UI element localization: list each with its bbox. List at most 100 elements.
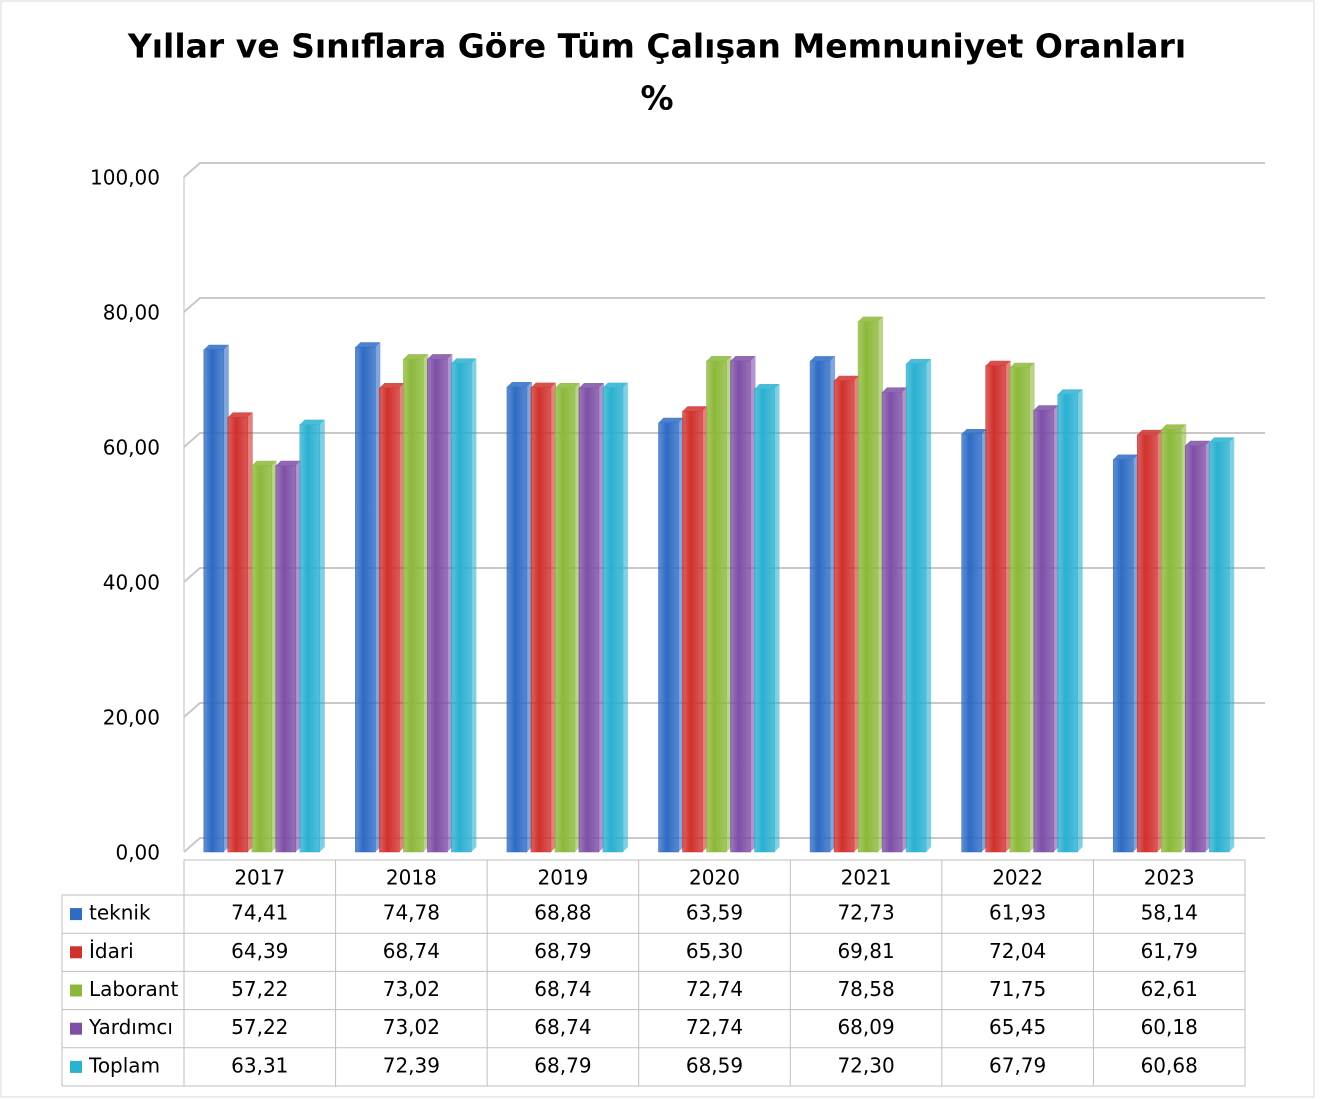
x-tick-label: 2019 [537, 866, 588, 890]
bar-top [658, 417, 684, 423]
table-value: 57,22 [231, 977, 288, 1001]
bar-top [858, 316, 884, 322]
table-value: 72,73 [837, 901, 894, 925]
bar-side [319, 419, 325, 852]
table-value: 74,41 [231, 901, 288, 925]
table-value: 60,68 [1141, 1053, 1198, 1077]
bar [299, 424, 321, 853]
bar [1057, 394, 1078, 853]
legend-label: Laborant [89, 977, 178, 1001]
table-value: 68,88 [534, 901, 591, 925]
bar-top [427, 354, 453, 360]
bar-top [275, 460, 301, 466]
table-value: 61,93 [989, 901, 1046, 925]
bar-top [1057, 389, 1083, 395]
bar-side [926, 358, 932, 852]
y-tick-label: 0,00 [115, 841, 160, 865]
bar [961, 433, 982, 853]
bar [1184, 445, 1206, 853]
bar-top [602, 382, 628, 388]
table-value: 72,04 [989, 939, 1046, 963]
legend-label: teknik [89, 901, 151, 925]
legend-label: Yardımcı [88, 1015, 173, 1039]
table-value: 57,22 [231, 1015, 288, 1039]
bar [403, 358, 424, 853]
bar-top [985, 360, 1011, 366]
bar [985, 365, 1006, 853]
table-value: 65,45 [989, 1015, 1046, 1039]
x-tick-label: 2018 [386, 866, 437, 890]
legend-swatch [70, 1022, 82, 1035]
bar-top [403, 354, 429, 360]
bar-top [1185, 440, 1211, 446]
bar-top [554, 383, 580, 389]
bar [203, 349, 225, 853]
bar [706, 360, 727, 853]
bar-top [834, 375, 860, 381]
bar [1009, 367, 1030, 853]
bar [857, 321, 879, 853]
chart-title: Yıllar ve Sınıflara Göre Tüm Çalışan Mem… [127, 27, 1186, 66]
table-value: 73,02 [383, 977, 440, 1001]
y-tick-label: 60,00 [103, 436, 160, 460]
table-value: 64,39 [231, 939, 288, 963]
bar [809, 360, 831, 853]
bar [578, 387, 600, 853]
x-tick-label: 2023 [1144, 866, 1195, 890]
table-value: 72,74 [686, 1015, 743, 1039]
bar [881, 392, 903, 853]
table-value: 61,79 [1141, 939, 1198, 963]
table-value: 72,39 [383, 1053, 440, 1077]
bar-top [1009, 362, 1035, 368]
chart-subtitle: % [640, 79, 673, 118]
table-value: 65,30 [686, 939, 743, 963]
bar-top [1033, 405, 1059, 411]
bar [506, 386, 528, 853]
legend-label: Toplam [88, 1053, 160, 1077]
bar [730, 360, 751, 853]
bar [602, 387, 624, 853]
bar [682, 410, 703, 853]
bar-top [1161, 424, 1187, 430]
bar-side [1077, 389, 1083, 852]
bar [1136, 434, 1158, 853]
bar-top [882, 387, 908, 393]
table-value: 62,61 [1141, 977, 1198, 1001]
bar-top [730, 356, 756, 362]
table-value: 58,14 [1141, 901, 1198, 925]
table-border [61, 894, 1246, 1087]
bar [1033, 409, 1054, 853]
bar-top [906, 358, 932, 364]
bar [1208, 442, 1230, 853]
legend-swatch [70, 1060, 82, 1073]
bar-side [622, 382, 628, 852]
bar-side [471, 358, 477, 852]
table-value: 63,31 [231, 1053, 288, 1077]
table-value: 68,79 [534, 939, 591, 963]
y-tick-label: 100,00 [90, 166, 160, 190]
table-value: 68,09 [837, 1015, 894, 1039]
bar [451, 363, 472, 853]
bar-top [706, 356, 732, 362]
bar-side [774, 384, 780, 852]
bar-top [451, 358, 477, 364]
bar [1160, 429, 1182, 853]
bar-top [754, 384, 780, 390]
table-value: 69,81 [837, 939, 894, 963]
bar-top [530, 382, 556, 388]
table-value: 63,59 [686, 901, 743, 925]
x-tick-label: 2022 [992, 866, 1043, 890]
table-value: 71,75 [989, 977, 1046, 1001]
bar-top [203, 344, 229, 350]
table-value: 68,59 [686, 1053, 743, 1077]
x-tick-label: 2021 [841, 866, 892, 890]
table-value: 68,74 [534, 977, 591, 1001]
bar [530, 387, 552, 853]
bar-top [251, 460, 277, 466]
bar-top [1209, 437, 1235, 443]
bar-side [1229, 437, 1235, 852]
bar-top [1137, 429, 1163, 435]
bar-top [1113, 454, 1139, 460]
table-value: 74,78 [383, 901, 440, 925]
